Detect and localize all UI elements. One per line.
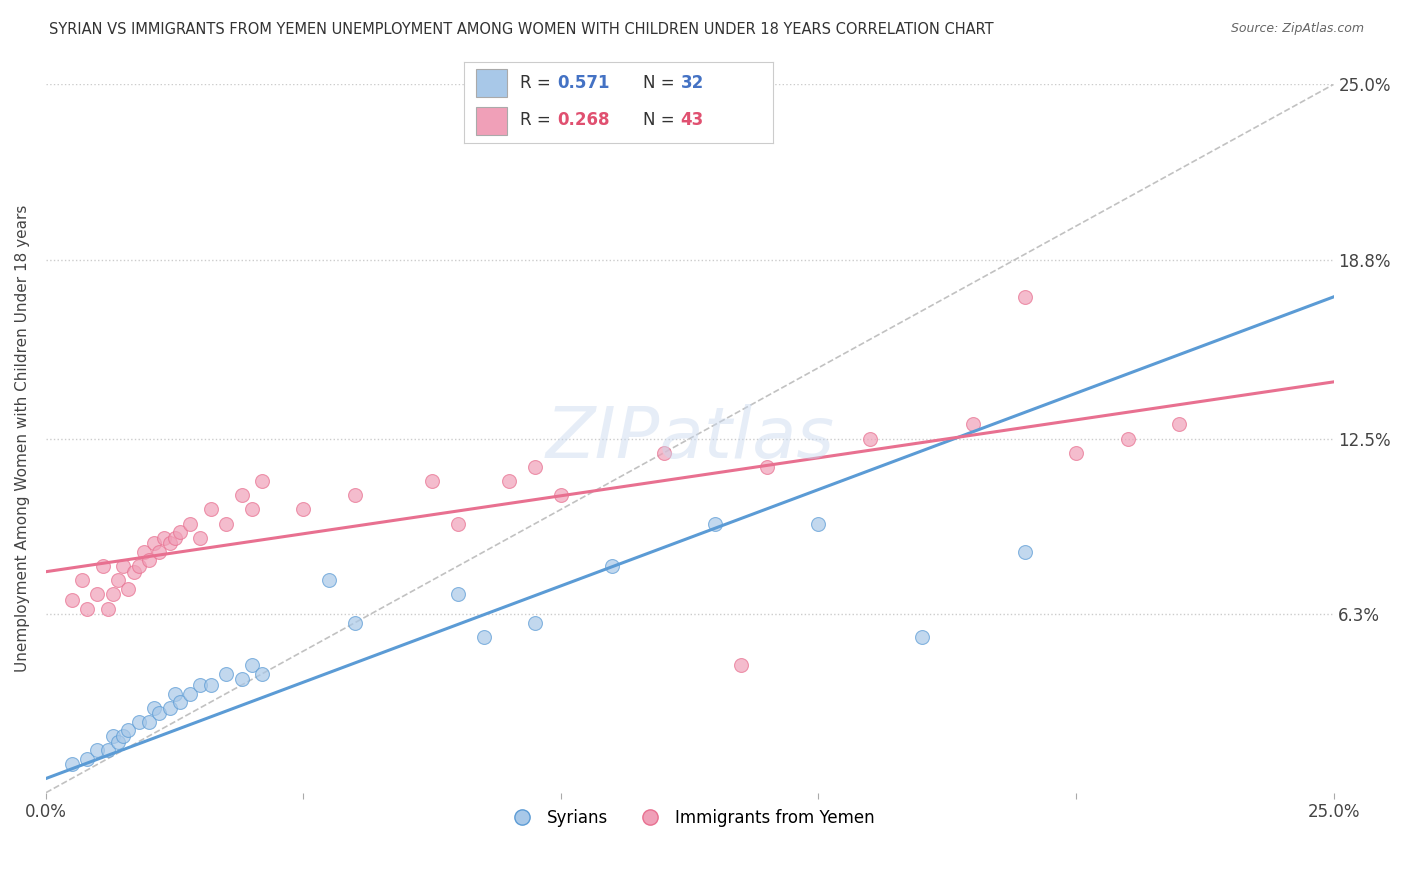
Point bbox=[169, 695, 191, 709]
Point bbox=[704, 516, 727, 531]
Point bbox=[859, 432, 882, 446]
Point bbox=[1116, 432, 1139, 446]
Text: R =: R = bbox=[520, 73, 555, 92]
Point bbox=[143, 700, 166, 714]
Point bbox=[343, 615, 366, 630]
Point bbox=[107, 573, 129, 587]
Point bbox=[1014, 545, 1036, 559]
Point bbox=[215, 666, 238, 681]
Point bbox=[97, 743, 120, 757]
Text: N =: N = bbox=[644, 73, 681, 92]
Point bbox=[524, 459, 547, 474]
Point bbox=[138, 714, 160, 729]
Point bbox=[447, 516, 470, 531]
Point bbox=[252, 474, 274, 488]
Point bbox=[70, 573, 93, 587]
Point bbox=[215, 516, 238, 531]
Point bbox=[756, 459, 779, 474]
Point bbox=[179, 686, 201, 700]
Point bbox=[148, 706, 170, 721]
Text: Source: ZipAtlas.com: Source: ZipAtlas.com bbox=[1230, 22, 1364, 36]
Text: 0.571: 0.571 bbox=[557, 73, 609, 92]
Point bbox=[252, 666, 274, 681]
Point bbox=[117, 723, 139, 738]
Point bbox=[652, 446, 675, 460]
Point bbox=[1014, 290, 1036, 304]
Point bbox=[240, 502, 263, 516]
Point bbox=[91, 559, 114, 574]
Text: 32: 32 bbox=[681, 73, 704, 92]
Point bbox=[159, 536, 181, 550]
FancyBboxPatch shape bbox=[477, 69, 508, 97]
Point bbox=[101, 729, 124, 743]
Point bbox=[60, 757, 83, 772]
Point bbox=[143, 536, 166, 550]
Point bbox=[169, 524, 191, 539]
Point bbox=[200, 678, 222, 692]
Point bbox=[190, 678, 212, 692]
FancyBboxPatch shape bbox=[477, 107, 508, 135]
Text: 43: 43 bbox=[681, 112, 704, 129]
Point bbox=[128, 559, 150, 574]
Point bbox=[60, 593, 83, 607]
Point bbox=[807, 516, 830, 531]
Point bbox=[292, 502, 315, 516]
Text: 0.268: 0.268 bbox=[557, 112, 609, 129]
Point bbox=[200, 502, 222, 516]
Point bbox=[962, 417, 984, 432]
Y-axis label: Unemployment Among Women with Children Under 18 years: Unemployment Among Women with Children U… bbox=[15, 205, 30, 673]
Point bbox=[97, 601, 120, 615]
Point bbox=[107, 734, 129, 748]
Point bbox=[447, 587, 470, 601]
Point bbox=[76, 601, 98, 615]
Point bbox=[318, 573, 340, 587]
Point bbox=[524, 615, 547, 630]
Point bbox=[240, 658, 263, 673]
Point bbox=[163, 686, 186, 700]
Point bbox=[128, 714, 150, 729]
Point bbox=[163, 531, 186, 545]
Point bbox=[179, 516, 201, 531]
Point bbox=[86, 587, 108, 601]
Point bbox=[138, 553, 160, 567]
Text: N =: N = bbox=[644, 112, 681, 129]
Point bbox=[153, 531, 176, 545]
Point bbox=[420, 474, 443, 488]
Point bbox=[148, 545, 170, 559]
Text: ZIPatlas: ZIPatlas bbox=[546, 404, 834, 473]
Point bbox=[122, 565, 145, 579]
Point bbox=[602, 559, 624, 574]
Point bbox=[730, 658, 752, 673]
Point bbox=[910, 630, 932, 644]
Point bbox=[550, 488, 572, 502]
Point bbox=[190, 531, 212, 545]
Legend: Syrians, Immigrants from Yemen: Syrians, Immigrants from Yemen bbox=[499, 803, 882, 834]
Point bbox=[159, 700, 181, 714]
Point bbox=[343, 488, 366, 502]
Point bbox=[86, 743, 108, 757]
Point bbox=[1168, 417, 1191, 432]
Point bbox=[1064, 446, 1087, 460]
Point bbox=[498, 474, 520, 488]
Text: SYRIAN VS IMMIGRANTS FROM YEMEN UNEMPLOYMENT AMONG WOMEN WITH CHILDREN UNDER 18 : SYRIAN VS IMMIGRANTS FROM YEMEN UNEMPLOY… bbox=[49, 22, 994, 37]
Text: R =: R = bbox=[520, 112, 555, 129]
Point bbox=[231, 673, 253, 687]
Point bbox=[472, 630, 495, 644]
Point bbox=[112, 729, 135, 743]
Point bbox=[117, 582, 139, 596]
Point bbox=[76, 752, 98, 766]
Point bbox=[112, 559, 135, 574]
Point bbox=[132, 545, 155, 559]
Point bbox=[231, 488, 253, 502]
Point bbox=[101, 587, 124, 601]
